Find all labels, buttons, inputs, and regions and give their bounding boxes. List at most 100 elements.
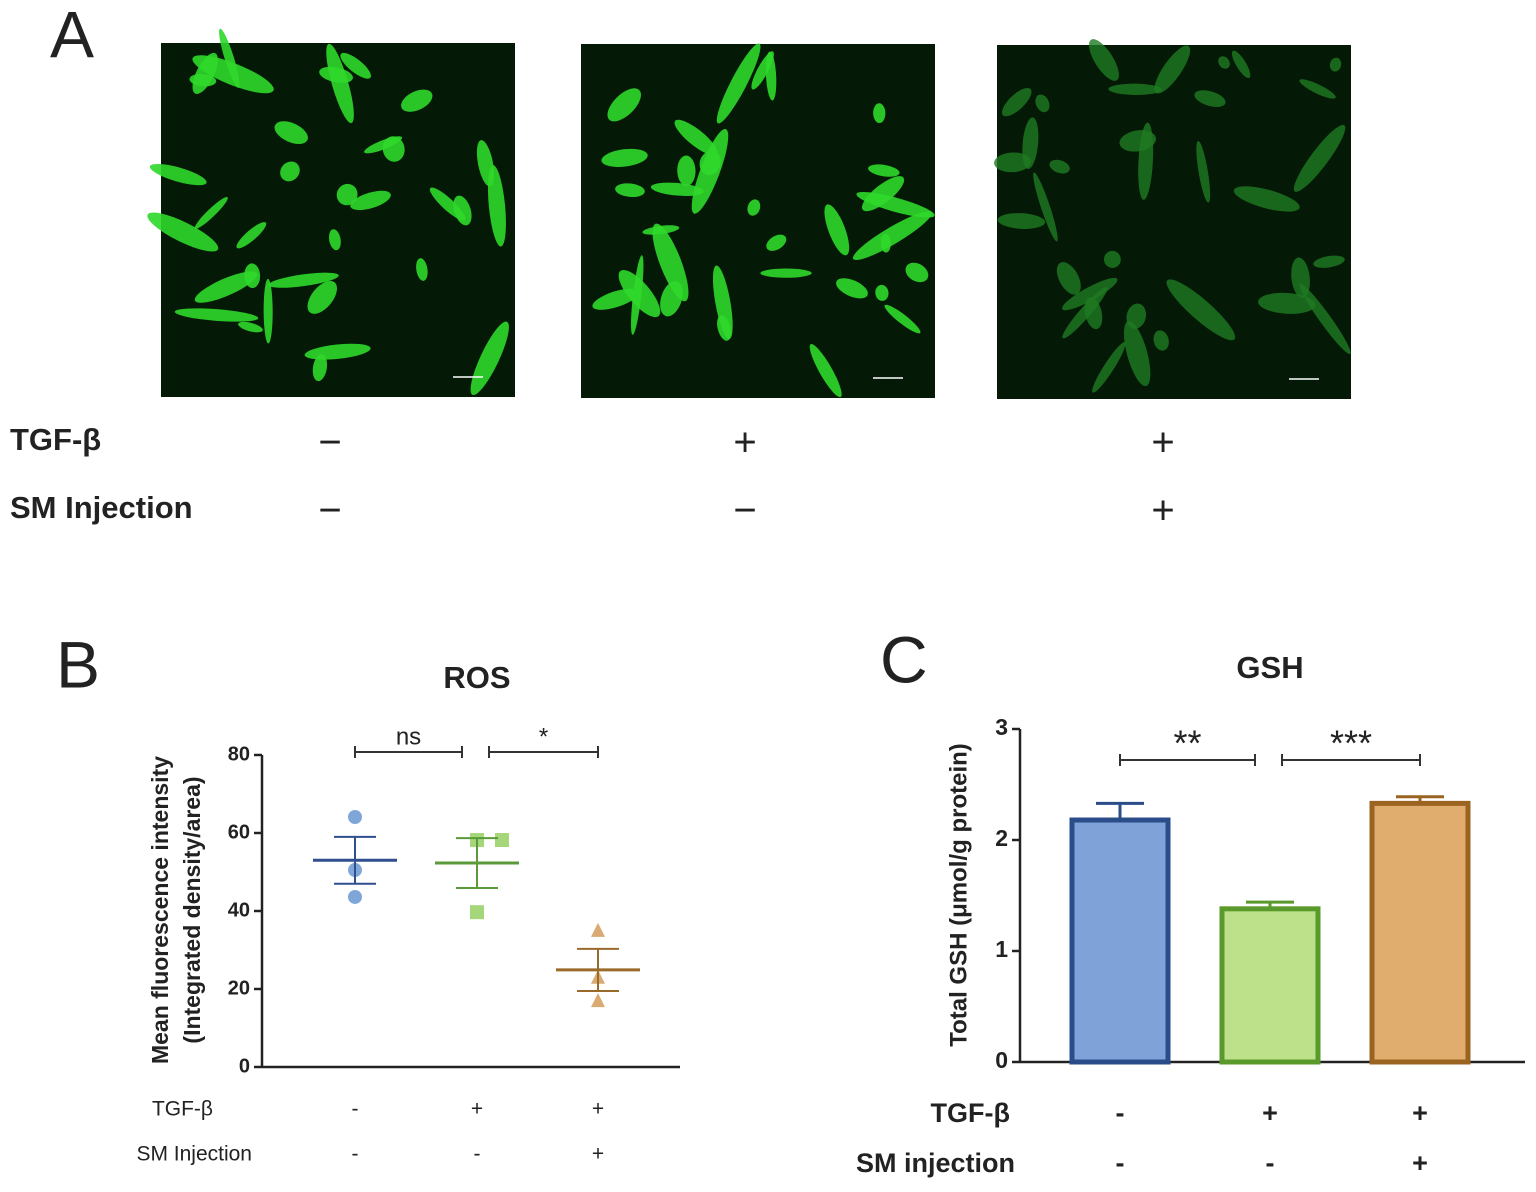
cell — [147, 212, 219, 252]
cell — [716, 43, 761, 124]
cell — [340, 52, 372, 79]
condition-sign: + — [1412, 1098, 1428, 1128]
condition-sign: - — [352, 1098, 359, 1121]
condition-label: SM Injection — [136, 1143, 252, 1166]
cell — [650, 182, 704, 196]
bar — [1069, 817, 1171, 1065]
image-background — [581, 44, 935, 398]
condition-sign: + — [1262, 1098, 1278, 1128]
condition-sign: − — [318, 489, 341, 533]
cell — [307, 280, 338, 314]
cell — [852, 211, 932, 260]
condition-sign: - — [1116, 1148, 1125, 1178]
cell — [1194, 90, 1226, 108]
cell — [1153, 330, 1169, 351]
data-point — [591, 922, 605, 937]
cell — [268, 272, 339, 288]
cell — [677, 155, 696, 187]
significance-bracket — [354, 746, 463, 758]
cell — [607, 88, 641, 122]
image-background — [997, 45, 1351, 399]
condition-sign: + — [592, 1143, 604, 1166]
significance-label: ns — [396, 723, 421, 750]
cell — [350, 190, 391, 211]
condition-sign: + — [592, 1098, 604, 1121]
cell — [615, 183, 645, 198]
cell — [856, 191, 935, 218]
cell — [280, 161, 300, 182]
cell — [1103, 250, 1121, 268]
cell — [873, 103, 886, 124]
cell — [326, 43, 354, 124]
cell — [274, 121, 308, 145]
y-tick-label: 40 — [228, 899, 250, 921]
row-label: TGF-β — [10, 422, 101, 457]
y-tick-label: 0 — [239, 1055, 250, 1077]
condition-label: TGF-β — [152, 1098, 213, 1121]
cell — [1126, 303, 1147, 329]
panel-label: B — [56, 627, 100, 701]
cell — [1154, 45, 1191, 94]
cell — [884, 304, 921, 334]
cell — [765, 51, 777, 101]
y-tick-label: 20 — [228, 977, 250, 999]
error-bar — [577, 947, 619, 992]
cell — [1196, 140, 1211, 203]
cell — [905, 262, 929, 283]
cell — [875, 284, 889, 301]
cell — [1001, 87, 1032, 117]
cell — [319, 66, 353, 83]
cell — [601, 148, 648, 167]
cell — [364, 136, 403, 154]
condition-sign: - — [352, 1143, 359, 1166]
cell — [312, 354, 328, 382]
data-point — [495, 833, 509, 848]
row-label: SM Injection — [10, 490, 193, 525]
cell — [1313, 255, 1345, 268]
chart-title: ROS — [443, 660, 510, 695]
micrograph — [147, 28, 515, 397]
cell — [766, 234, 787, 251]
cell — [1092, 342, 1126, 393]
cell — [219, 28, 240, 88]
micrograph — [994, 39, 1351, 399]
cell — [1108, 83, 1162, 95]
cell — [328, 229, 341, 251]
significance-bracket — [1119, 754, 1256, 766]
cell — [1033, 172, 1058, 242]
error-bar — [1096, 801, 1144, 821]
y-tick-label: 1 — [995, 936, 1008, 962]
y-axis-label: Total GSH (μmol/g protein) — [945, 743, 972, 1047]
cell — [263, 278, 273, 344]
data-point — [348, 889, 362, 904]
y-tick-label: 60 — [228, 821, 250, 843]
error-bar — [456, 837, 498, 889]
y-tick-label: 80 — [228, 743, 250, 765]
data-point — [470, 905, 484, 920]
cell — [1166, 279, 1236, 341]
cell — [1049, 159, 1070, 174]
cell — [1088, 39, 1119, 81]
chart-title: GSH — [1236, 650, 1303, 685]
cell — [1258, 292, 1316, 314]
condition-sign: − — [733, 489, 756, 533]
cell — [1299, 79, 1336, 99]
cell — [691, 129, 729, 214]
cell — [1299, 283, 1351, 355]
significance-label: * — [539, 723, 548, 750]
cell — [1218, 56, 1230, 69]
cell — [994, 152, 1032, 173]
cell — [747, 199, 761, 216]
cell — [416, 258, 428, 281]
cell — [760, 268, 812, 278]
error-bar — [334, 835, 376, 885]
cell — [336, 183, 358, 206]
cell — [401, 89, 433, 112]
y-tick-label: 0 — [995, 1047, 1008, 1073]
cell — [1035, 94, 1050, 113]
cell — [1119, 130, 1157, 152]
cell — [194, 271, 258, 303]
condition-sign: - — [1266, 1148, 1275, 1178]
condition-sign: + — [733, 421, 756, 465]
